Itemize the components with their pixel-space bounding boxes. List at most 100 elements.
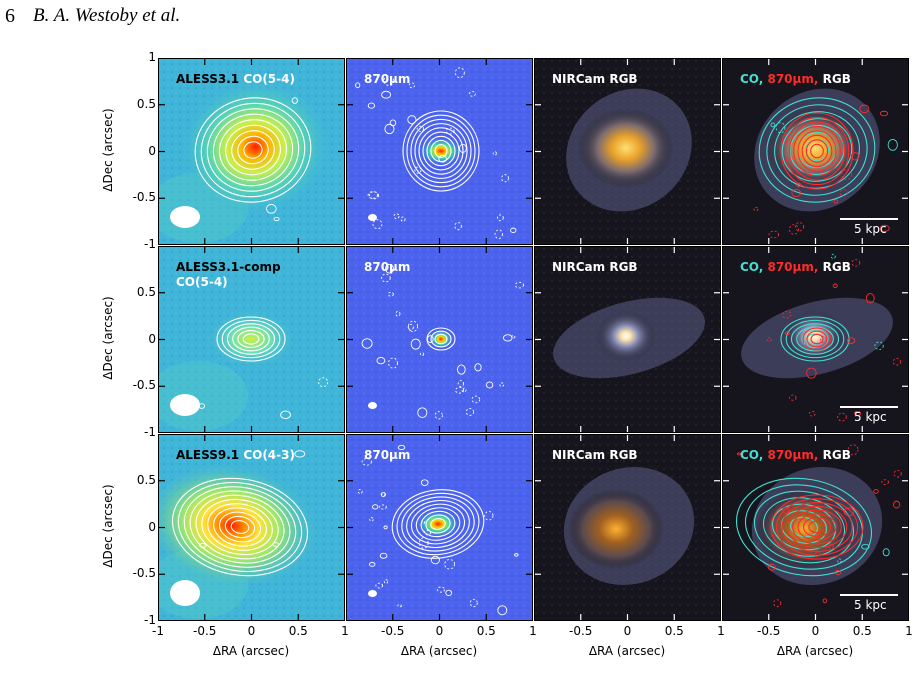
beam-ellipse — [170, 394, 200, 416]
noise-contour — [782, 506, 790, 514]
panel-label-part: 870μm, — [767, 72, 823, 86]
noise-contour — [445, 127, 455, 135]
noise-contour — [510, 227, 517, 233]
submm-contour — [793, 125, 841, 177]
co-contour — [195, 494, 285, 560]
noise-contour — [861, 543, 870, 550]
noise-contour — [514, 281, 525, 289]
noise-contour — [381, 273, 391, 283]
noise-contour — [784, 331, 790, 336]
noise-contour — [380, 492, 386, 497]
noise-contour — [887, 139, 898, 151]
noise-contour — [494, 229, 503, 240]
submm-contour — [422, 131, 460, 171]
y-tick-label: -1 — [144, 237, 156, 251]
panel-image — [722, 246, 909, 433]
submm-contour — [410, 118, 472, 184]
co-contour — [781, 118, 853, 182]
noise-contour — [291, 97, 298, 104]
noise-contour — [768, 230, 780, 239]
noise-contour — [484, 511, 494, 521]
y-tick-label: -1 — [144, 425, 156, 439]
co-contour — [213, 507, 267, 547]
panel-label-line: CO, 870μm, RGB — [740, 448, 851, 463]
beam-ellipse — [170, 206, 200, 228]
co-contour — [774, 111, 860, 189]
co-contour — [230, 520, 250, 534]
co-contour — [242, 333, 260, 345]
co-emission — [158, 463, 328, 591]
co-contour — [790, 323, 840, 355]
noise-contour — [367, 102, 376, 109]
submm-contour — [414, 123, 468, 179]
co-contour — [183, 486, 297, 568]
noise-contour — [806, 367, 817, 379]
submm-contour — [434, 333, 448, 345]
panel-row3-submm: 870μm — [346, 434, 533, 621]
noise-contour — [397, 444, 406, 451]
x-axis-label: ΔRA (arcsec) — [588, 644, 666, 658]
submm-emission — [419, 137, 463, 165]
noise-contour — [423, 529, 432, 536]
panel-row3-composite: 5 kpc CO, 870μm, RGB — [722, 434, 909, 621]
co-contour — [237, 329, 265, 349]
panel-image — [346, 58, 533, 245]
panel-label-part: ALESS3.1-comp — [176, 260, 281, 274]
co-contour — [762, 497, 846, 557]
co-contour — [224, 515, 256, 539]
noise-contour — [828, 544, 835, 549]
noise-contour — [419, 352, 425, 357]
scale-bar-label: 5 kpc — [854, 598, 887, 612]
noise-contour — [367, 191, 379, 199]
co-contour — [216, 316, 286, 362]
noise-contour — [421, 520, 426, 525]
scale-bar — [840, 406, 898, 408]
panel-label-part: ALESS3.1 — [176, 72, 244, 86]
page-number: 6 — [5, 4, 15, 27]
submm-contour — [418, 127, 464, 175]
panel-label-part: 870μm — [364, 260, 411, 274]
submm-contour — [430, 518, 446, 530]
panel-label-part: CO(4-3) — [243, 448, 295, 462]
noise-contour — [273, 216, 280, 222]
panel-label-part: CO(5-4) — [243, 72, 295, 86]
noise-contour — [407, 320, 419, 333]
panel-image — [534, 58, 721, 245]
x-axis-label: ΔRA (arcsec) — [776, 644, 854, 658]
noise-contour — [514, 553, 519, 557]
panel-image — [534, 434, 721, 621]
x-tick-label: -1 — [152, 624, 164, 638]
y-tick-label: 0.5 — [136, 96, 156, 111]
panel-label-part: RGB — [822, 72, 851, 86]
submm-contour — [808, 520, 826, 534]
noise-contour — [376, 356, 386, 365]
submm-contour — [430, 330, 452, 348]
co-contour — [207, 503, 273, 551]
panel-label: CO, 870μm, RGB — [740, 72, 851, 87]
panel-label-line: ALESS9.1 CO(4-3) — [176, 448, 295, 463]
panel-label: ALESS3.1 CO(5-4) — [176, 72, 295, 87]
noise-contour — [454, 222, 462, 231]
submm-contour — [802, 517, 832, 537]
co-contour — [232, 326, 270, 352]
panel-image — [722, 58, 909, 245]
x-tick-label: 0 — [435, 624, 444, 638]
noise-contour — [770, 122, 776, 128]
co-contour — [171, 477, 309, 577]
noise-contour — [753, 206, 759, 212]
beam-ellipse — [368, 590, 377, 597]
x-tick-label: -0.5 — [193, 624, 217, 638]
panel-label: CO, 870μm, RGB — [740, 260, 851, 275]
noise-contour — [318, 377, 329, 388]
y-tick-label: -0.5 — [132, 190, 156, 205]
noise-contour — [400, 216, 406, 222]
noise-contour — [854, 411, 862, 416]
x-tick-label: 1 — [529, 624, 537, 638]
noise-contour — [502, 334, 513, 342]
panel-row1-submm: 870μm — [346, 58, 533, 245]
panel-label-part: ALESS9.1 — [176, 448, 244, 462]
submm-contour — [797, 130, 837, 172]
x-tick-label: 0.5 — [852, 624, 872, 638]
noise-contour — [795, 222, 805, 232]
running-authors: B. A. Westoby et al. — [33, 5, 181, 26]
